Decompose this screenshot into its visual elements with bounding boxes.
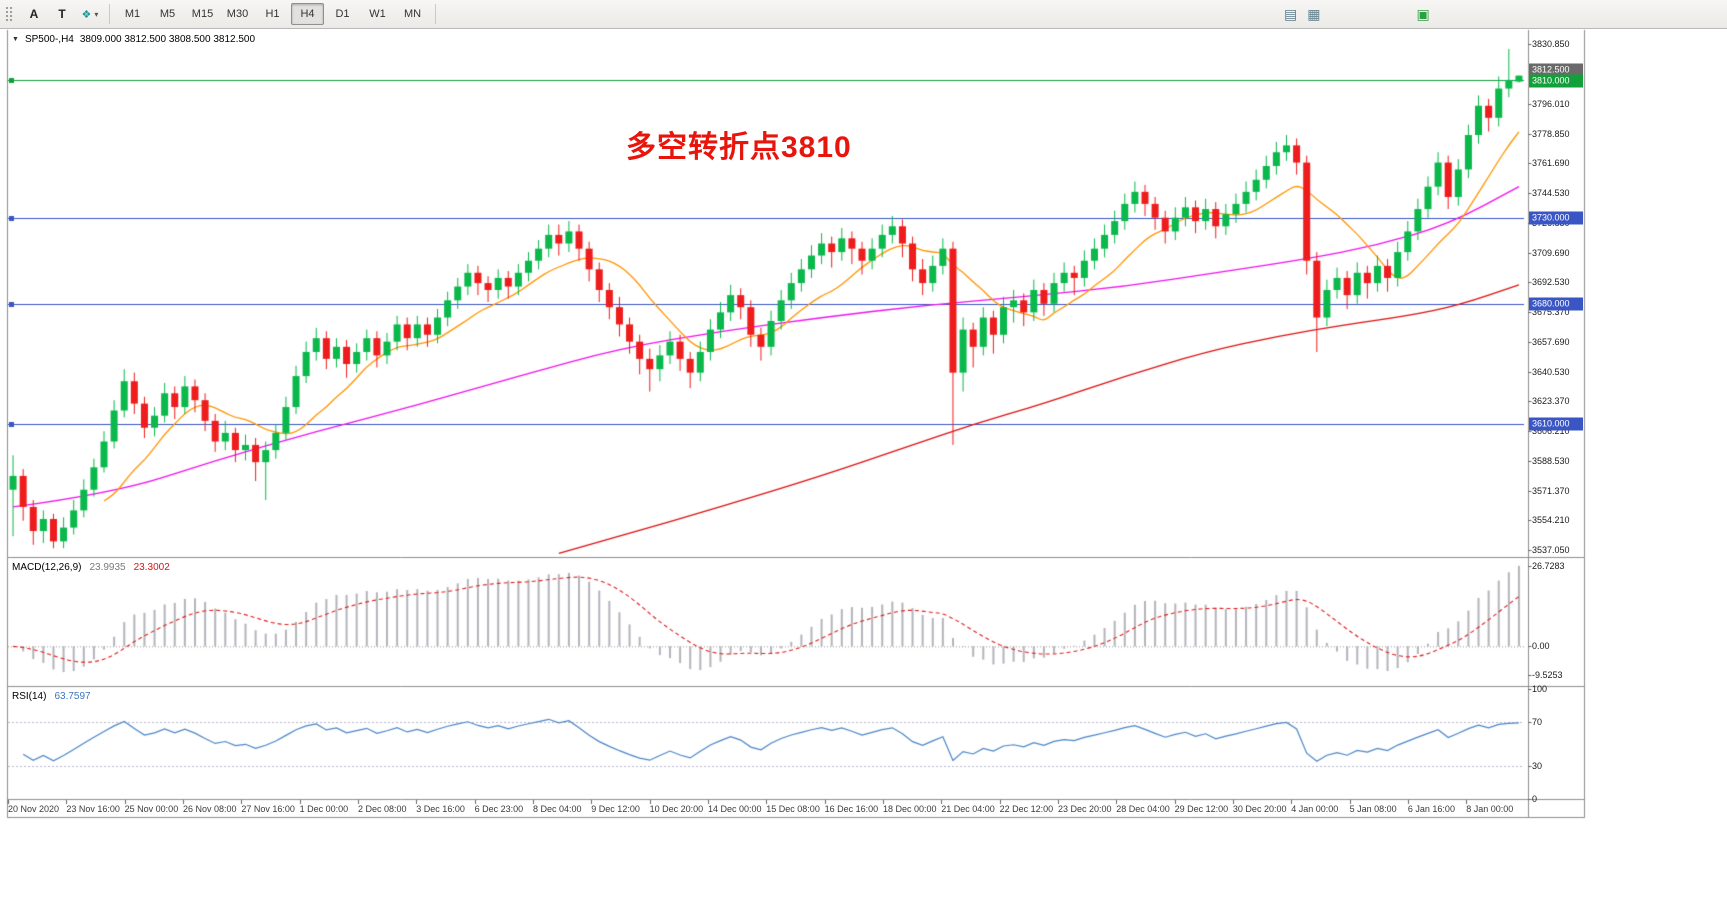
rsi-indicator-header: RSI(14) 63.7597 [12,691,91,702]
time-axis-label: 30 Dec 20:00 [1232,804,1287,814]
hline-tag-3810: 3810.000 [1529,74,1583,88]
time-axis-label: 15 Dec 08:00 [766,804,820,814]
rsi-value: 63.7597 [54,691,91,702]
chart-annotation-text: 多空转折点3810 [626,131,852,164]
time-axis-label: 23 Nov 16:00 [66,804,120,814]
time-axis-label: 29 Dec 12:00 [1174,804,1229,814]
toolbar-right-icons: ▤ ▦ ▣ [1284,4,1440,24]
time-axis-label: 9 Dec 12:00 [591,804,640,814]
time-axis-label: 6 Jan 16:00 [1407,804,1455,814]
price-axis-label: 3796.010 [1532,99,1570,110]
price-axis-label: 3657.690 [1532,337,1570,348]
main-toolbar: A T ❖ ▾ M1 M5 M15 M30 H1 H4 D1 W1 MN ▤ ▦ ▣ [0,0,1727,29]
time-axis-label: 23 Dec 20:00 [1057,804,1112,814]
price-axis-label: 3830.850 [1532,39,1570,50]
hline-tag-3680: 3680.000 [1529,297,1583,311]
templates-icon[interactable]: ▦ [1307,6,1321,22]
macd-scale-label: 26.7283 [1532,560,1565,571]
timeframe-button-group: M1 M5 M15 M30 H1 H4 D1 W1 MN [115,3,430,25]
rsi-name-label: RSI(14) [12,691,47,702]
timeframe-button-mn[interactable]: MN [403,8,422,20]
hline-tag-3610: 3610.000 [1529,417,1583,431]
timeframe-button-d1[interactable]: D1 [335,8,350,20]
chart-ohlc-values: 3809.000 3812.500 3808.500 3812.500 [79,34,256,45]
time-axis-label: 22 Dec 12:00 [999,804,1054,814]
price-axis-label: 3554.210 [1532,515,1570,526]
time-axis-label: 4 Jan 00:00 [1291,804,1339,814]
collapse-triangle-icon[interactable]: ▼ [12,36,19,43]
price-axis-label: 3778.850 [1532,128,1570,139]
rsi-scale-label: 0 [1532,794,1538,804]
timeframe-button-m15[interactable]: M15 [191,8,214,20]
macd-scale-label: -9.5253 [1532,670,1563,681]
price-axis-label: 3761.690 [1532,158,1570,169]
time-axis-label: 26 Nov 08:00 [182,804,237,814]
rsi-scale-label: 70 [1532,717,1543,727]
price-axis-label: 3537.050 [1532,544,1570,555]
price-axis-label: 3640.530 [1532,366,1570,377]
price-axis-label: 3675.370 [1532,306,1570,317]
timeframe-button-m30[interactable]: M30 [226,8,249,20]
price-scale[interactable]: 3830.850 3796.010 3778.850 3761.690 3744.530… [1529,30,1585,818]
price-axis-label: 3692.530 [1532,277,1570,288]
indicators-icon[interactable]: ▤ [1284,6,1298,22]
time-axis-label: 20 Nov 2020 [8,804,60,814]
time-axis-label: 3 Dec 16:00 [416,804,465,814]
current-price-tag: 3812.500 [1529,63,1583,77]
macd-main-value: 23.9935 [89,562,126,573]
macd-signal-value: 23.3002 [133,562,170,573]
time-axis-label: 8 Dec 04:00 [532,804,582,814]
text-tool-button[interactable]: T [58,7,66,21]
timeframe-button-m5[interactable]: M5 [159,8,176,20]
toolbar-separator [435,4,436,24]
toolbar-separator [109,4,110,24]
time-axis-label: 5 Jan 08:00 [1349,804,1397,814]
shapes-tool-button[interactable]: ❖ ▾ [77,2,103,26]
time-axis-label: 2 Dec 08:00 [357,804,407,814]
time-axis-label: 27 Nov 16:00 [241,804,295,814]
price-axis-label: 3623.370 [1532,396,1570,407]
time-axis-label: 18 Dec 00:00 [882,804,937,814]
timeframe-button-h4[interactable]: H4 [291,3,324,25]
time-axis-label: 21 Dec 04:00 [941,804,995,814]
time-axis-label: 25 Nov 00:00 [124,804,179,814]
price-axis-label: 3606.210 [1532,425,1570,436]
chevron-down-icon: ▾ [94,9,99,19]
shapes-icon: ❖ [81,8,92,21]
time-axis-label: 28 Dec 04:00 [1116,804,1170,814]
rsi-scale-label: 30 [1532,761,1543,771]
arrows-tool-button[interactable]: A [29,7,39,21]
time-axis-label: 1 Dec 00:00 [299,804,349,814]
time-axis-label: 6 Dec 23:00 [474,804,524,814]
rsi-scale-label: 100 [1532,684,1548,694]
time-scale[interactable]: 20 Nov 2020 23 Nov 16:00 25 Nov 00:00 26 No… [0,801,1585,818]
price-axis-label: 3744.530 [1532,187,1570,198]
timeframe-button-w1[interactable]: W1 [369,8,386,20]
chart-symbol-label: SP500-,H4 [24,34,74,45]
macd-scale-label: 0.00 [1532,641,1550,652]
autotrading-icon[interactable]: ▣ [1416,6,1430,22]
price-axis-label: 3709.690 [1532,247,1570,258]
time-axis-label: 14 Dec 00:00 [707,804,762,814]
toolbar-grip-handle[interactable] [5,6,14,22]
time-axis-label: 8 Jan 00:00 [1466,804,1514,814]
timeframe-button-m1[interactable]: M1 [124,8,141,20]
timeframe-button-h1[interactable]: H1 [265,8,280,20]
chart-header: ▼ SP500-,H4 3809.000 3812.500 3808.500 3… [12,34,255,45]
price-axis-label: 3588.530 [1532,456,1570,467]
time-axis-label: 16 Dec 16:00 [824,804,879,814]
time-axis-label: 10 Dec 20:00 [649,804,704,814]
macd-name-label: MACD(12,26,9) [12,562,82,573]
price-axis-label: 3571.370 [1532,485,1570,496]
macd-indicator-header: MACD(12,26,9) 23.9935 23.3002 [12,562,170,573]
hline-tag-3730: 3730.000 [1529,211,1583,225]
